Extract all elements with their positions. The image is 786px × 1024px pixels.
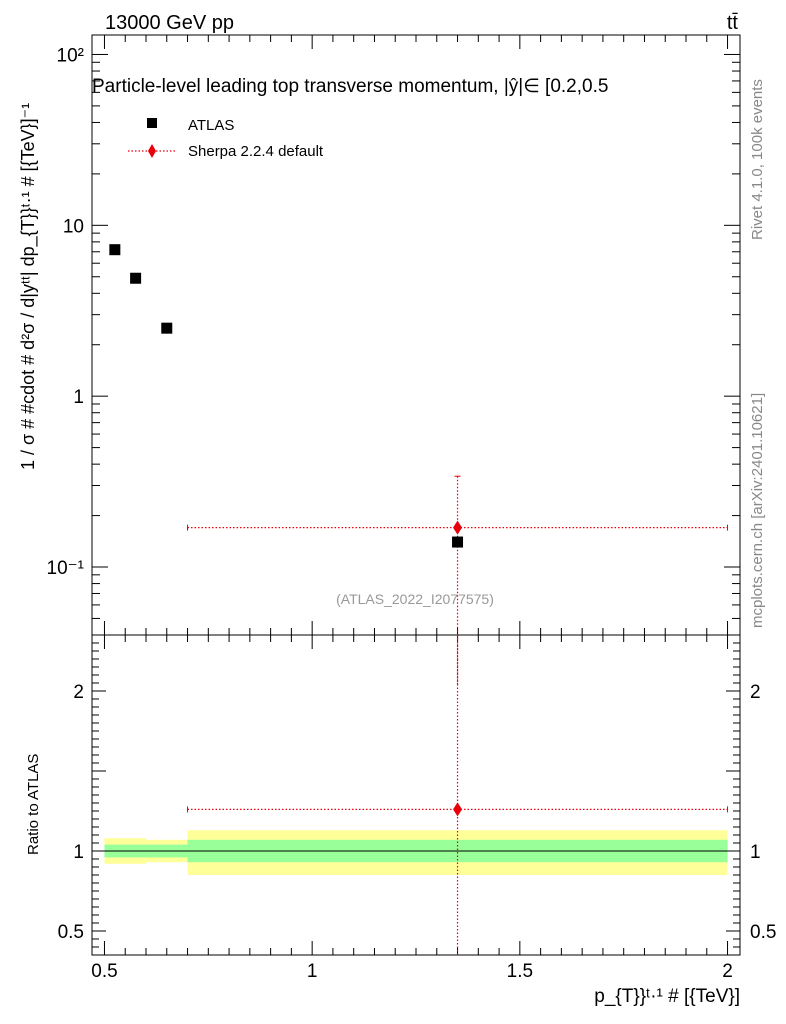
ratio-y-tick-label: 1 <box>73 842 84 863</box>
ratio-y-tick-label-right: 2 <box>750 682 761 703</box>
main-axis-ticks <box>92 35 740 636</box>
legend: ATLAS Sherpa 2.2.4 default <box>128 117 324 160</box>
mcplots-label: mcplots.cern.ch [arXiv:2401.10621] <box>749 393 766 628</box>
energy-label: 13000 GeV pp <box>105 12 234 34</box>
sherpa-point <box>453 520 463 535</box>
x-tick-label: 1.5 <box>507 961 533 982</box>
legend-atlas-marker <box>147 118 157 128</box>
main-data-points <box>109 244 729 687</box>
ratio-data-points <box>187 635 729 955</box>
rivet-label: Rivet 4.1.0, 100k events <box>749 79 766 240</box>
legend-sherpa-label: Sherpa 2.2.4 default <box>188 143 324 160</box>
legend-atlas-label: ATLAS <box>188 117 234 134</box>
ratio-y-tick-label-right: 0.5 <box>750 922 776 943</box>
process-label: tt̄ <box>727 12 739 34</box>
main-y-tick-label: 1 <box>73 387 84 408</box>
x-tick-label: 0.5 <box>91 961 117 982</box>
atlas-point <box>130 272 142 284</box>
x-axis-label: p_{T}}ᵗ·¹ # [{TeV}] <box>594 986 740 1007</box>
atlas-point <box>161 322 173 334</box>
ratio-sherpa-point <box>453 802 463 817</box>
main-y-tick-label: 10 <box>63 216 84 237</box>
atlas-point <box>109 244 121 256</box>
x-tick-label: 1 <box>307 961 318 982</box>
ratio-axis-ticks <box>92 634 740 955</box>
atlas-point <box>452 536 464 548</box>
x-tick-label: 2 <box>722 961 733 982</box>
ratio-uncertainty-bands <box>104 830 728 875</box>
plot-title: Particle-level leading top transverse mo… <box>92 76 608 97</box>
analysis-watermark: (ATLAS_2022_I2077575) <box>336 591 494 607</box>
ratio-y-tick-label: 0.5 <box>58 922 84 943</box>
main-y-tick-label: 10⁻¹ <box>47 558 85 579</box>
ratio-y-tick-label: 2 <box>73 682 84 703</box>
ratio-axis-tick-labels: 0.5 1 1.5 2 2 2 1 1 0.5 0.5 <box>58 682 777 982</box>
ratio-y-tick-label-right: 1 <box>750 842 761 863</box>
ratio-plot-frame <box>91 634 741 956</box>
ratio-y-axis-label: Ratio to ATLAS <box>25 754 42 855</box>
main-axis-tick-labels: 10² 10 1 10⁻¹ <box>47 45 85 579</box>
legend-sherpa-marker <box>148 144 156 158</box>
main-y-axis-label: 1 / σ # #cdot # d²σ / d|yᵗᵗ| dp_{T}}ᵗ·¹ … <box>18 103 39 470</box>
main-y-tick-label: 10² <box>57 45 84 66</box>
